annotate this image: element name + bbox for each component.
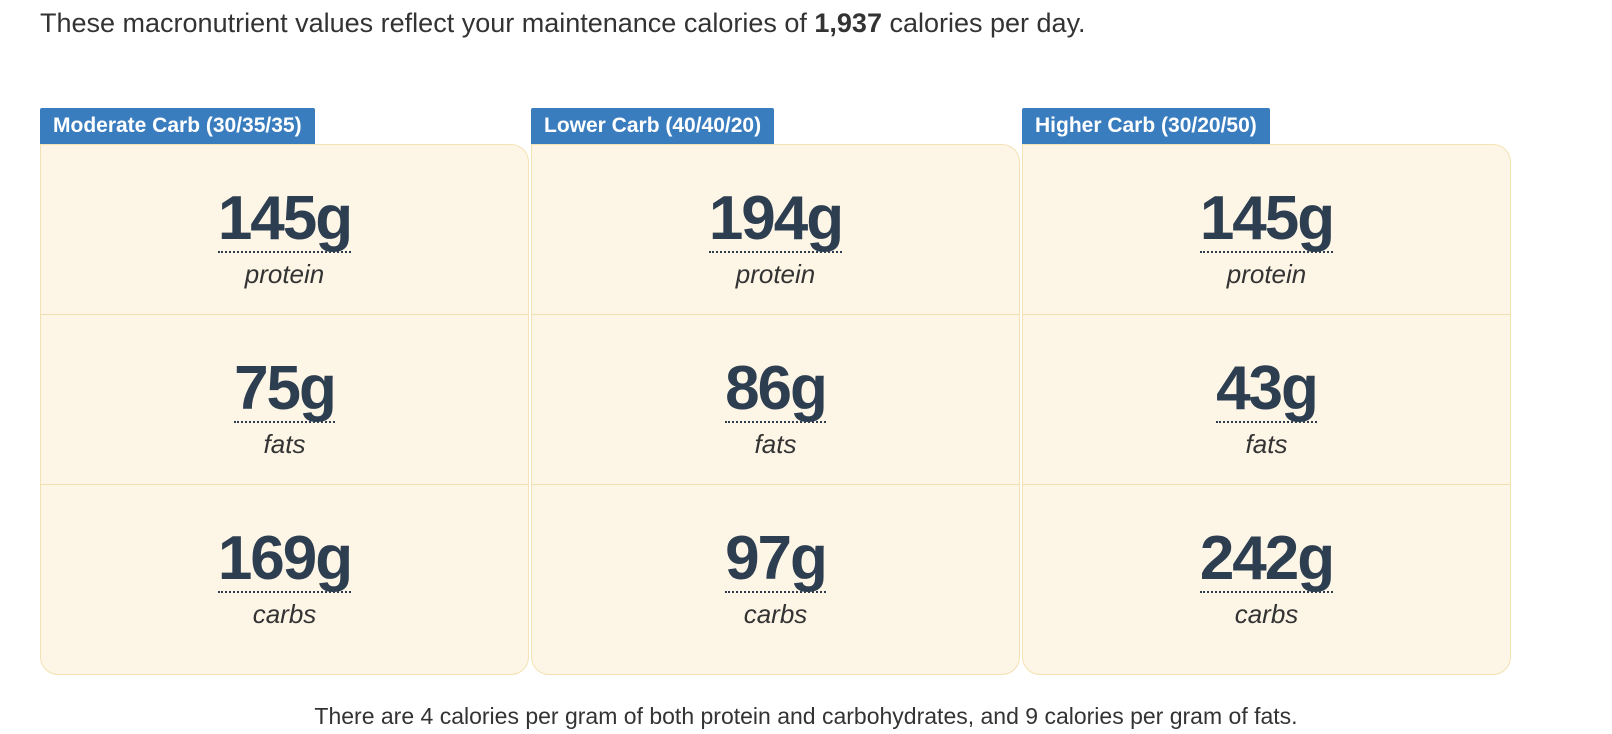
protein-amount[interactable]: 194g bbox=[708, 184, 844, 253]
carbs-amount[interactable]: 169g bbox=[217, 524, 353, 593]
carbs-cell: 97g carbs bbox=[532, 484, 1019, 655]
intro-prefix: These macronutrient values reflect your … bbox=[40, 8, 815, 38]
plan-title: Moderate Carb (30/35/35) bbox=[40, 108, 315, 144]
carbs-label: carbs bbox=[1234, 599, 1299, 629]
fats-amount[interactable]: 86g bbox=[725, 354, 828, 423]
fats-cell: 86g fats bbox=[532, 314, 1019, 485]
maintenance-calories-value: 1,937 bbox=[814, 8, 882, 38]
fats-cell: 43g fats bbox=[1023, 314, 1510, 485]
protein-cell: 145g protein bbox=[41, 145, 528, 315]
carbs-cell: 169g carbs bbox=[41, 484, 528, 655]
plan-title: Higher Carb (30/20/50) bbox=[1022, 108, 1270, 144]
plan-box: 194g protein 86g fats 97g carbs bbox=[531, 144, 1020, 675]
fats-amount[interactable]: 75g bbox=[234, 354, 337, 423]
plan-title: Lower Carb (40/40/20) bbox=[531, 108, 775, 144]
protein-label: protein bbox=[735, 259, 816, 289]
fats-amount[interactable]: 43g bbox=[1216, 354, 1319, 423]
fats-cell: 75g fats bbox=[41, 314, 528, 485]
protein-amount[interactable]: 145g bbox=[217, 184, 353, 253]
carbs-label: carbs bbox=[252, 599, 317, 629]
protein-cell: 194g protein bbox=[532, 145, 1019, 315]
macro-plans: Moderate Carb (30/35/35) 145g protein 75… bbox=[40, 108, 1560, 678]
carbs-cell: 242g carbs bbox=[1023, 484, 1510, 655]
plan-box: 145g protein 43g fats 242g carbs bbox=[1022, 144, 1511, 675]
intro-suffix: calories per day. bbox=[881, 8, 1086, 38]
protein-cell: 145g protein bbox=[1023, 145, 1510, 315]
calories-per-gram-note: There are 4 calories per gram of both pr… bbox=[314, 703, 1298, 729]
protein-label: protein bbox=[1226, 259, 1307, 289]
fats-label: fats bbox=[754, 429, 797, 459]
protein-amount[interactable]: 145g bbox=[1199, 184, 1335, 253]
carbs-amount[interactable]: 97g bbox=[725, 524, 828, 593]
fats-label: fats bbox=[263, 429, 306, 459]
protein-label: protein bbox=[244, 259, 325, 289]
fats-label: fats bbox=[1245, 429, 1288, 459]
maintenance-calories-text: These macronutrient values reflect your … bbox=[40, 5, 1086, 41]
carbs-label: carbs bbox=[743, 599, 808, 629]
carbs-amount[interactable]: 242g bbox=[1199, 524, 1335, 593]
plan-box: 145g protein 75g fats 169g carbs bbox=[40, 144, 529, 675]
